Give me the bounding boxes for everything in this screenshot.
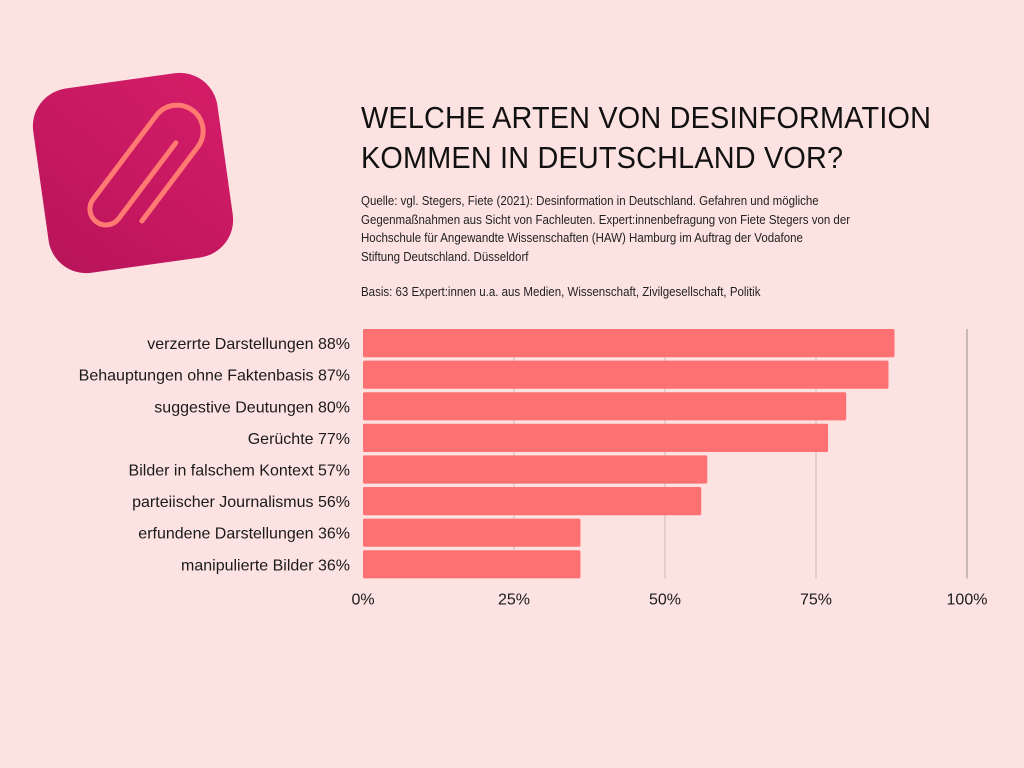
category-label: Bilder in falschem Kontext 57% <box>129 463 350 480</box>
page-title: WELCHE ARTEN VON DESINFORMATION KOMMEN I… <box>361 98 956 178</box>
bar <box>363 360 889 389</box>
x-tick-label: 100% <box>947 591 988 608</box>
category-label: manipulierte Bilder 36% <box>181 557 350 574</box>
x-tick-label: 25% <box>498 591 530 608</box>
logo-background <box>32 72 234 274</box>
bar <box>363 392 847 421</box>
category-label: erfundene Darstellungen 36% <box>138 526 350 543</box>
category-labels: verzerrte Darstellungen 88% Behauptungen … <box>79 336 350 574</box>
title-line-2: KOMMEN IN DEUTSCHLAND VOR? <box>361 140 844 175</box>
x-tick-labels: 0% 25% 50% 75% 100% <box>351 591 987 608</box>
category-label: Gerüchte 77% <box>248 431 350 448</box>
paperclip-logo <box>32 72 234 274</box>
bar <box>363 518 581 547</box>
bar <box>363 455 708 484</box>
x-tick-label: 50% <box>649 591 681 608</box>
bar <box>363 550 581 579</box>
x-tick-label: 0% <box>351 591 374 608</box>
bar <box>363 487 702 516</box>
source-line: Stiftung Deutschland. Düsseldorf <box>361 249 529 264</box>
source-citation: Quelle: vgl. Stegers, Fiete (2021): Desi… <box>361 192 913 266</box>
bar <box>363 423 829 452</box>
category-label: verzerrte Darstellungen 88% <box>147 336 350 353</box>
source-line: Hochschule für Angewandte Wissenschaften… <box>361 231 803 245</box>
paperclip-icon <box>87 102 206 228</box>
category-label: suggestive Deutungen 80% <box>154 399 350 416</box>
x-tick-label: 75% <box>800 591 832 608</box>
source-line: Gegenmaßnahmen aus Sicht von Fachleuten.… <box>361 212 851 227</box>
source-line: Quelle: vgl. Stegers, Fiete (2021): Desi… <box>361 194 819 208</box>
title-line-1: WELCHE ARTEN VON DESINFORMATION <box>361 100 932 135</box>
basis-note: Basis: 63 Expert:innen u.a. aus Medien, … <box>361 285 761 299</box>
category-label: parteiischer Journalismus 56% <box>132 494 350 511</box>
bars <box>363 329 895 579</box>
category-label: Behauptungen ohne Faktenbasis 87% <box>79 368 350 385</box>
bar <box>363 329 895 358</box>
